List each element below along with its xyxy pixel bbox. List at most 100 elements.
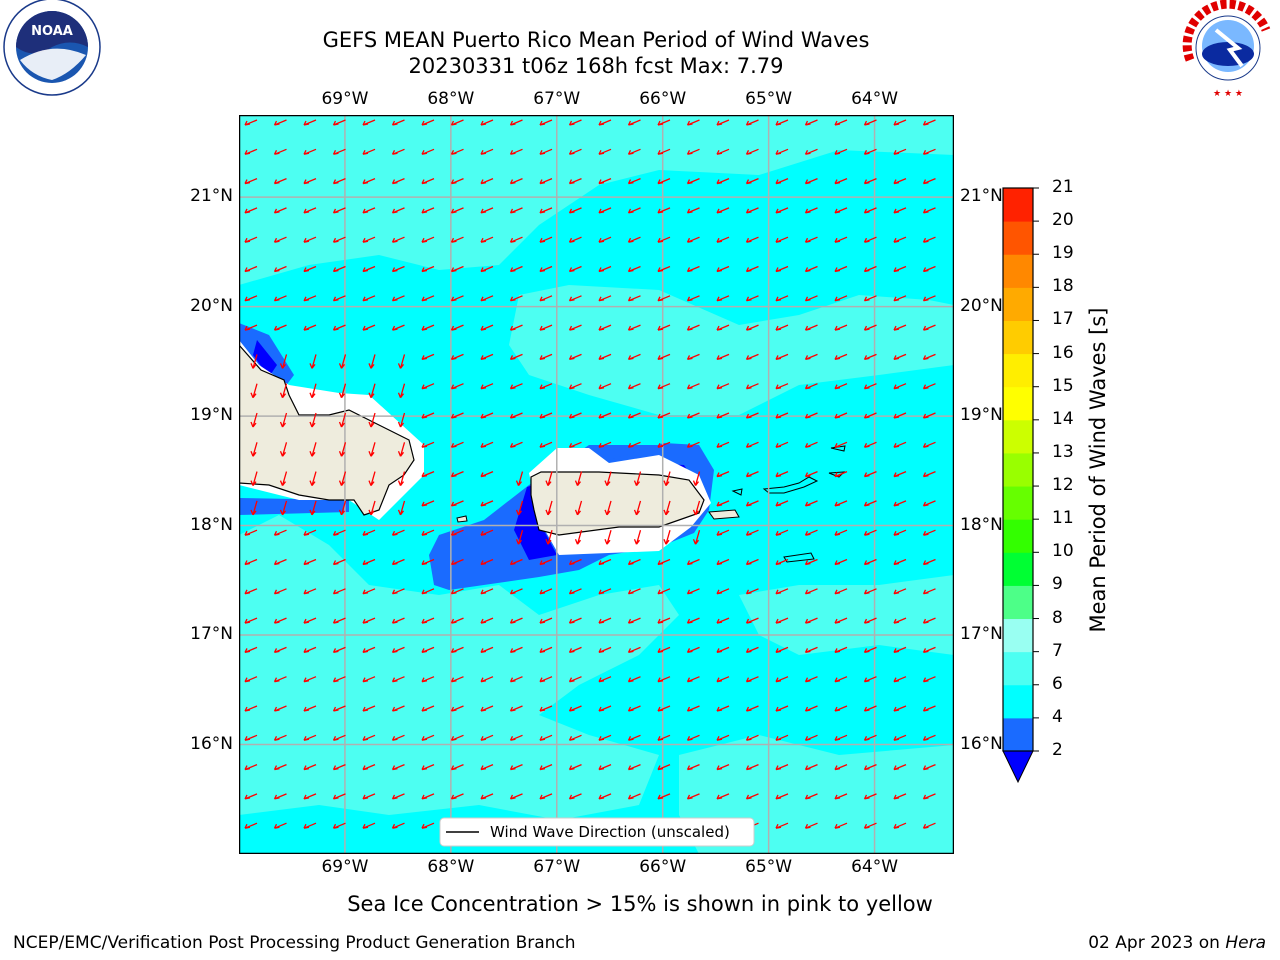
wave-direction-arrow — [686, 558, 700, 566]
wave-direction-arrow — [568, 705, 582, 712]
wave-direction-arrow — [309, 412, 317, 428]
wave-direction-arrow — [775, 119, 789, 126]
wave-direction-arrow — [863, 207, 877, 214]
wave-direction-arrow — [480, 119, 494, 126]
wave-direction-arrow — [627, 178, 641, 185]
wave-direction-arrow — [716, 734, 730, 741]
lat-tick-label-right: 17°N — [960, 624, 1003, 645]
wave-direction-arrow — [598, 764, 612, 771]
wave-direction-arrow — [863, 265, 877, 273]
wave-direction-arrow — [515, 500, 524, 516]
wave-direction-arrow — [509, 295, 523, 302]
wave-direction-arrow — [397, 471, 406, 486]
wave-direction-arrow — [775, 324, 789, 331]
wave-direction-arrow — [604, 471, 612, 486]
wave-direction-arrow — [804, 822, 818, 829]
wave-direction-arrow — [893, 646, 907, 654]
wave-direction-arrow — [244, 793, 258, 800]
wave-direction-arrow — [421, 588, 435, 595]
wave-direction-arrow — [450, 383, 464, 390]
wave-direction-arrow — [893, 324, 907, 331]
wave-direction-arrow — [716, 236, 730, 243]
wave-direction-arrow — [922, 529, 936, 536]
wave-direction-arrow — [509, 265, 523, 273]
wave-direction-arrow — [598, 705, 612, 712]
map-subtitle: 20230331 t06z 168h fcst Max: 7.79 — [408, 54, 784, 78]
wave-direction-arrow — [332, 822, 346, 829]
wave-direction-arrow — [834, 119, 848, 126]
wave-direction-arrow — [686, 588, 700, 595]
wave-direction-arrow — [627, 734, 641, 741]
wave-direction-arrow — [627, 148, 641, 155]
noaa-logo-text: NOAA — [31, 24, 73, 39]
wave-direction-arrow — [657, 295, 671, 302]
wave-direction-arrow — [834, 764, 848, 771]
wave-direction-arrow — [627, 441, 641, 448]
wave-direction-arrow — [804, 119, 818, 126]
wave-direction-arrow — [627, 588, 641, 595]
wave-direction-arrow — [368, 471, 376, 486]
wave-direction-arrow — [362, 676, 376, 683]
wave-direction-arrow — [775, 295, 789, 302]
wave-direction-arrow — [893, 764, 907, 771]
lon-tick-label-top: 67°W — [533, 89, 581, 109]
wave-direction-arrow — [834, 383, 848, 390]
wave-direction-arrow — [332, 295, 346, 302]
wave-direction-arrow — [627, 705, 641, 712]
wave-direction-arrow — [480, 324, 494, 331]
wave-direction-arrow — [657, 617, 671, 624]
wave-direction-arrow — [303, 558, 317, 566]
wave-direction-arrow — [332, 646, 346, 654]
footer-branch: NCEP/EMC/Verification Post Processing Pr… — [13, 933, 576, 953]
wave-direction-arrow — [598, 441, 612, 448]
wave-direction-arrow — [244, 676, 258, 683]
wave-direction-arrow — [244, 207, 258, 214]
wave-direction-arrow — [598, 383, 612, 390]
wave-direction-arrow — [745, 558, 759, 566]
wave-direction-arrow — [893, 588, 907, 595]
wave-direction-arrow — [657, 412, 671, 419]
wave-direction-arrow — [480, 764, 494, 771]
wave-direction-arrow — [745, 324, 759, 331]
wave-direction-arrow — [834, 529, 848, 536]
colorbar-cell — [1003, 353, 1033, 388]
wave-direction-arrow — [509, 705, 523, 712]
wave-contour-light — [239, 115, 954, 285]
wave-direction-arrow — [273, 558, 287, 566]
wave-direction-arrow — [273, 148, 287, 155]
wave-direction-arrow — [775, 529, 789, 536]
legend-label: Wind Wave Direction (unscaled) — [490, 823, 730, 841]
wave-direction-arrow — [568, 383, 582, 390]
wave-direction-arrow — [633, 530, 642, 545]
wave-direction-arrow — [362, 265, 376, 273]
wave-direction-arrow — [686, 441, 700, 448]
wave-direction-arrow — [834, 148, 848, 155]
wave-direction-arrow — [391, 676, 405, 683]
wave-direction-arrow — [303, 207, 317, 214]
wave-direction-arrow — [657, 265, 671, 273]
wave-direction-arrow — [922, 119, 936, 126]
wave-direction-arrow — [745, 705, 759, 712]
wave-direction-arrow — [657, 148, 671, 155]
wave-direction-arrow — [273, 793, 287, 800]
footer-date-text: 02 Apr 2023 on — [1088, 933, 1226, 953]
wave-direction-arrow — [716, 471, 730, 478]
wave-direction-arrow — [391, 822, 405, 829]
wave-direction-arrow — [250, 471, 258, 486]
wave-direction-arrow — [598, 148, 612, 155]
wave-direction-arrow — [922, 764, 936, 771]
wave-direction-arrow — [863, 646, 877, 654]
wave-direction-arrow — [893, 793, 907, 800]
wave-direction-arrow — [834, 822, 848, 829]
footer-machine: Hera — [1225, 933, 1266, 953]
wave-direction-arrow — [716, 646, 730, 654]
wave-direction-arrow — [804, 383, 818, 390]
sea-ice-note: Sea Ice Concentration > 15% is shown in … — [347, 892, 933, 916]
wave-direction-arrow — [509, 441, 523, 448]
wave-direction-arrow — [303, 119, 317, 126]
wave-direction-arrow — [480, 793, 494, 800]
colorbar-cell — [1003, 618, 1033, 653]
wave-direction-arrow — [250, 383, 258, 399]
wave-direction-arrow — [332, 119, 346, 126]
wave-direction-arrow — [273, 705, 287, 712]
